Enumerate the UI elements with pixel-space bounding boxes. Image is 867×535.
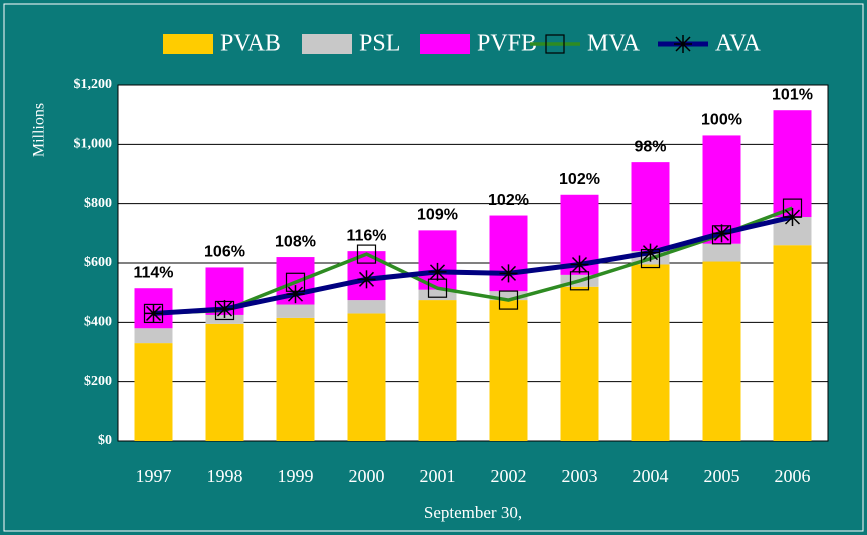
x-tick-label: 1998 [207, 466, 243, 486]
x-tick-label: 2002 [491, 466, 527, 486]
marker-star [215, 299, 234, 318]
ratio-label: 98% [634, 138, 666, 155]
ratio-label: 106% [204, 244, 245, 261]
y-tick-label: $800 [84, 196, 112, 211]
marker-square [356, 244, 377, 264]
bar-segment [347, 313, 386, 441]
legend-label: PVAB [220, 31, 281, 57]
line-mva [153, 206, 794, 316]
bar-segment [205, 323, 244, 441]
marker-star [357, 270, 376, 289]
ratio-label: 102% [559, 171, 600, 188]
y-tick-label: $1,200 [74, 77, 113, 92]
y-tick-label: $0 [98, 433, 112, 448]
ratio-label: 116% [346, 227, 386, 244]
x-tick-label: 2006 [775, 466, 811, 486]
legend-label: PSL [359, 31, 400, 57]
legend-label: MVA [587, 31, 641, 57]
bar-segment [631, 162, 670, 252]
marker-stroke [429, 264, 446, 280]
y-axis-label: Millions [31, 103, 48, 157]
marker-star [428, 262, 447, 281]
x-tick-label: 2001 [420, 466, 456, 486]
marker-stroke [713, 225, 730, 241]
marker-star [570, 255, 589, 274]
marker-star [286, 285, 305, 304]
ratio-label: 100% [701, 112, 742, 129]
ratio-label: 108% [275, 233, 316, 250]
x-tick-label: 2005 [704, 466, 740, 486]
bar-segment [347, 300, 386, 314]
bar-segment [418, 289, 457, 301]
legend-swatch [420, 34, 470, 54]
line-ava [153, 214, 794, 316]
y-tick-label: $400 [84, 315, 112, 330]
marker-star [712, 224, 731, 243]
bar-segment [276, 304, 315, 318]
bar-segment [489, 300, 528, 441]
bar-segment [276, 317, 315, 441]
x-axis-label: September 30, [424, 503, 522, 522]
x-tick-label: 2004 [633, 466, 669, 486]
bar-segment [134, 343, 173, 441]
legend-label: PVFB [477, 31, 537, 57]
x-tick-label: 1999 [278, 466, 314, 486]
y-tick-label: $200 [84, 374, 112, 389]
legend-swatch [302, 34, 352, 54]
bar-segment [702, 243, 741, 262]
legend-label: AVA [715, 31, 761, 57]
ratio-label: 102% [488, 192, 529, 209]
ratio-label: 101% [772, 86, 813, 103]
marker-star [144, 304, 163, 323]
marker-square [498, 290, 519, 310]
frame [3, 3, 864, 532]
bar-segment [773, 245, 812, 441]
bar-segment [560, 286, 599, 441]
ratio-label: 114% [133, 264, 173, 281]
x-tick-label: 1997 [136, 466, 172, 486]
marker-stroke [145, 305, 162, 321]
bar-segment [134, 328, 173, 344]
legend-swatch [163, 34, 213, 54]
x-tick-label: 2000 [349, 466, 385, 486]
bar-segment [773, 110, 812, 218]
bar-segment [702, 261, 741, 441]
marker-stroke [642, 245, 659, 261]
marker-stroke [784, 209, 801, 225]
bar-segment [631, 264, 670, 441]
marker-stroke [358, 271, 375, 287]
marker-star [641, 243, 660, 262]
marker-square [545, 34, 565, 54]
y-tick-label: $1,000 [74, 137, 113, 152]
marker-star [783, 208, 802, 227]
marker-stroke [571, 256, 588, 273]
marker-star [499, 264, 518, 283]
y-tick-label: $600 [84, 255, 112, 270]
bar-segment [489, 291, 528, 301]
marker-star [674, 35, 692, 53]
marker-stroke [216, 301, 233, 317]
marker-stroke [287, 286, 304, 302]
x-tick-label: 2003 [562, 466, 598, 486]
ratio-label: 109% [417, 207, 458, 224]
bar-segment [418, 300, 457, 441]
marker-stroke [675, 36, 691, 52]
marker-stroke [500, 265, 517, 281]
